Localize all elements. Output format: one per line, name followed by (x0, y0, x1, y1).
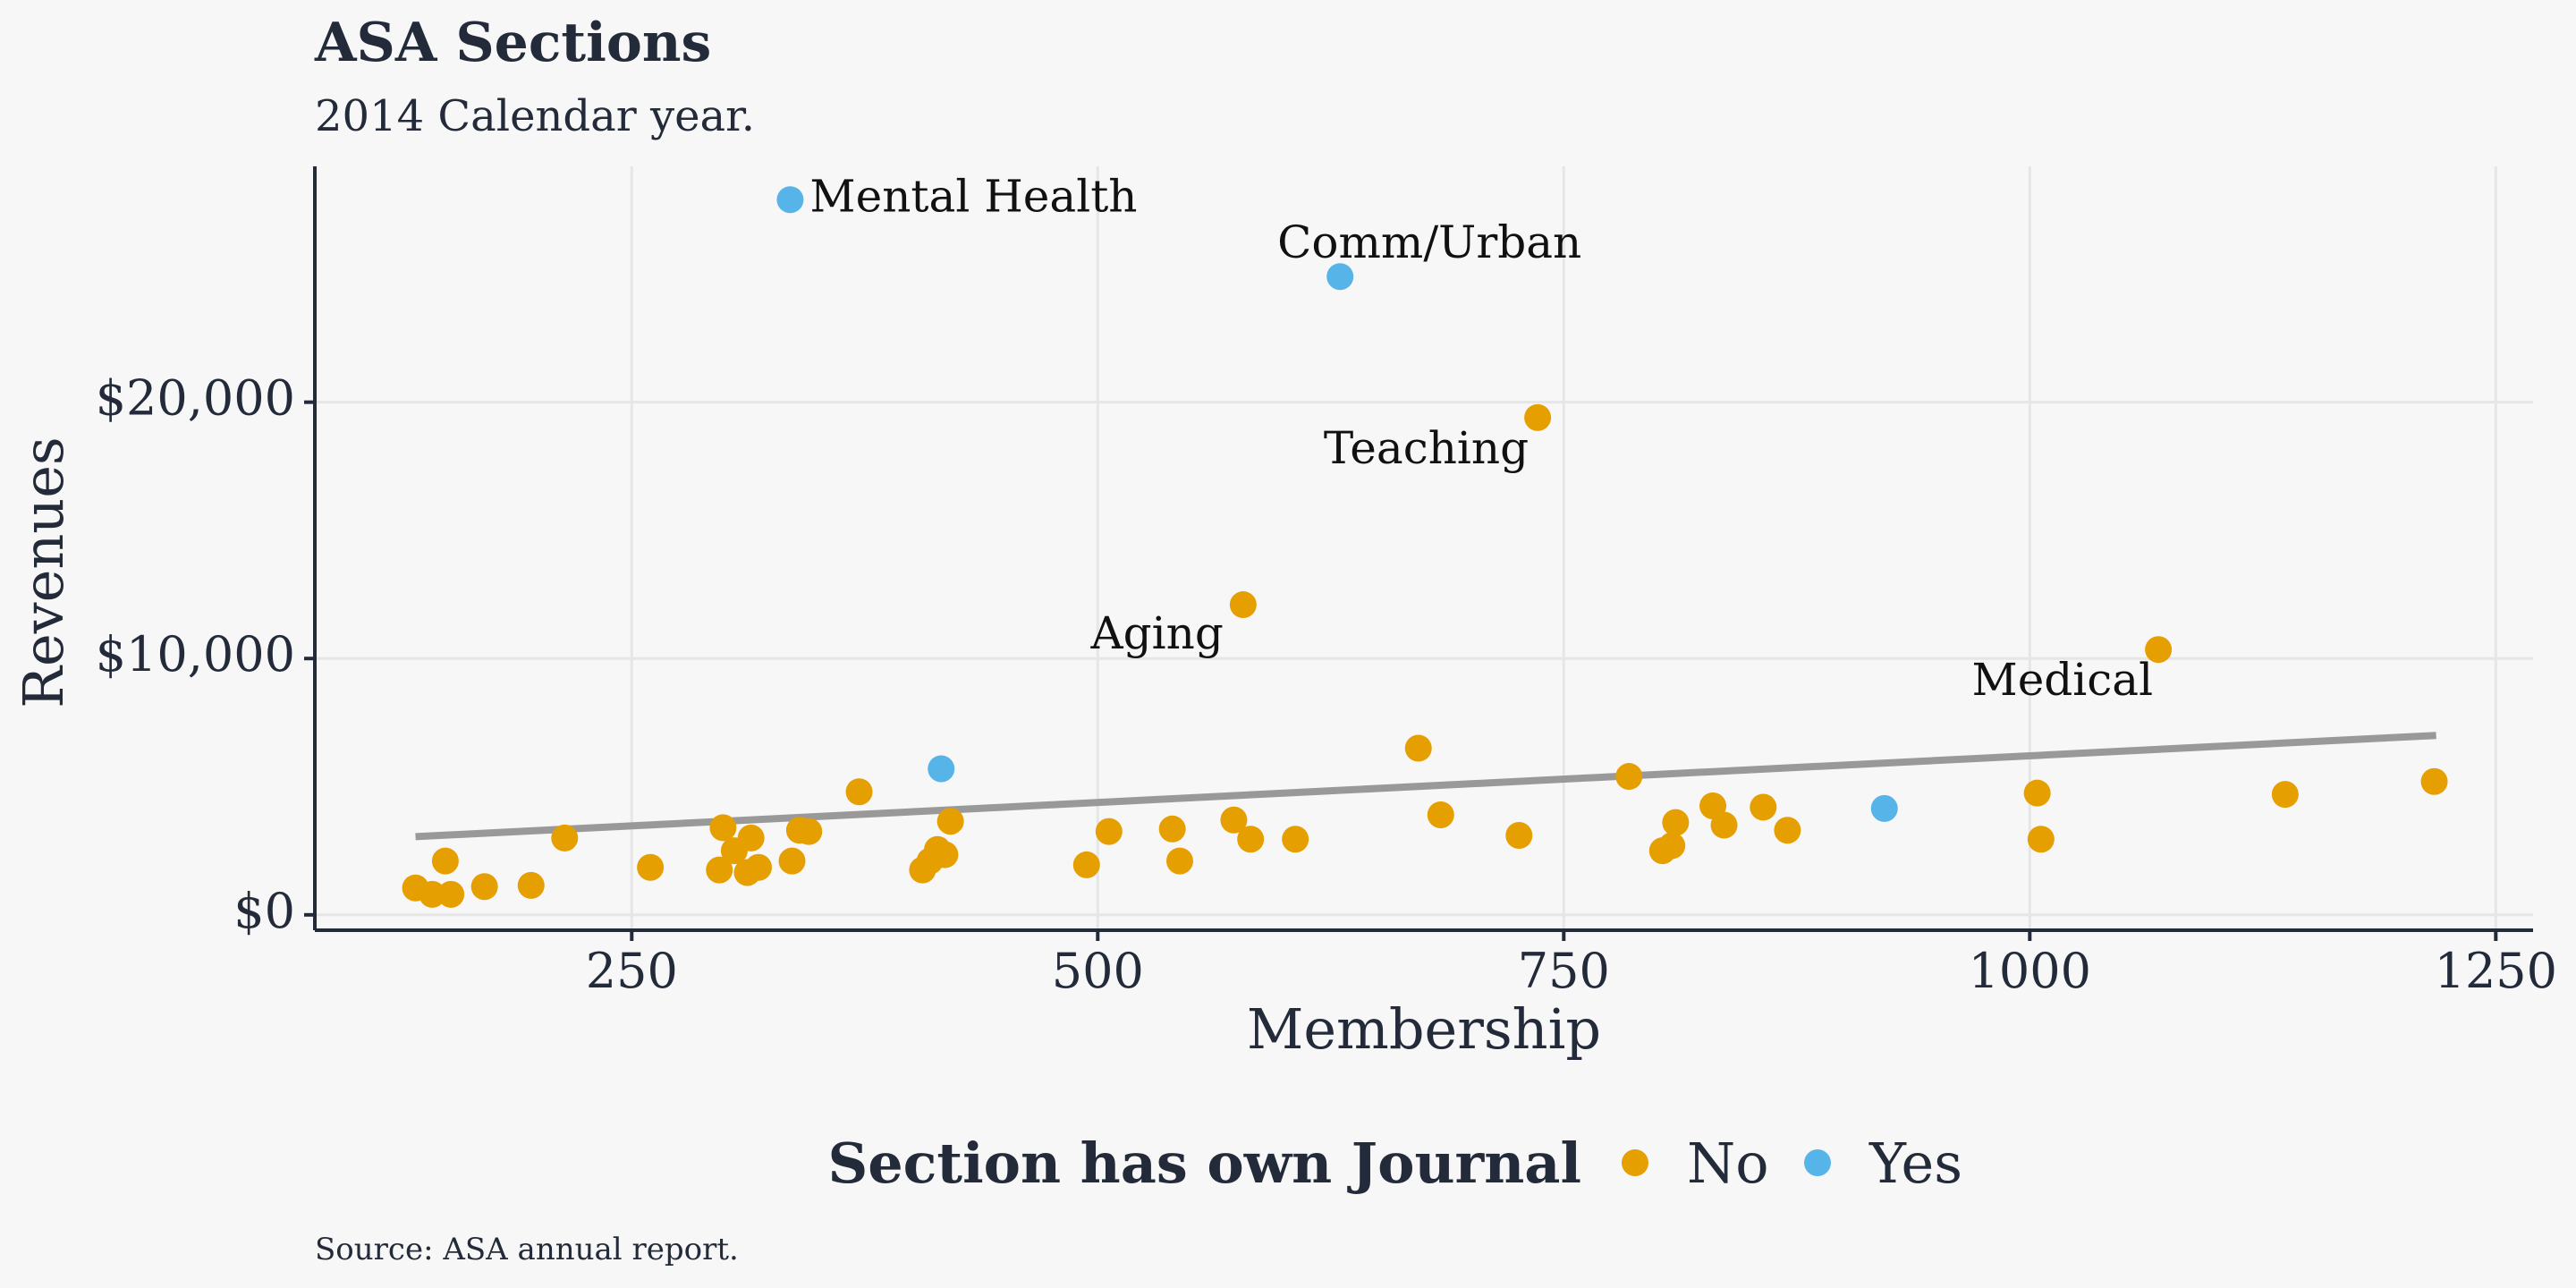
legend-title: Section has own Journal (827, 1131, 1581, 1196)
data-point-no (709, 814, 737, 842)
data-point-no (931, 841, 959, 869)
chart-subtitle: 2014 Calendar year. (315, 91, 755, 141)
data-point-no (1072, 851, 1100, 878)
data-point-no (737, 824, 765, 852)
data-point-no (2145, 636, 2173, 664)
data-point-no (1237, 826, 1265, 853)
legend-label-no: No (1687, 1131, 1769, 1196)
grid-lines (315, 166, 2533, 930)
y-tick-label: $20,000 (96, 370, 295, 427)
point-label: Comm/Urban (1277, 216, 1581, 268)
x-tick-label: 250 (586, 943, 678, 999)
data-point-no (1404, 734, 1432, 762)
data-point-no (431, 847, 459, 875)
data-point-no (1229, 591, 1257, 619)
trend-line (415, 732, 2436, 841)
data-point-yes (1870, 794, 1898, 822)
chart-title: ASA Sections (314, 12, 711, 74)
point-label: Medical (1972, 654, 2154, 706)
data-point-no (795, 818, 823, 845)
data-point-no (437, 880, 465, 908)
data-point-no (419, 880, 446, 908)
data-point-yes (928, 755, 955, 783)
data-point-no (1165, 847, 1193, 875)
y-tick-label: $10,000 (96, 626, 295, 682)
data-point-no (1710, 811, 1738, 839)
point-label: Aging (1090, 607, 1224, 659)
data-point-yes (1326, 263, 1354, 291)
data-point-no (1658, 832, 1686, 860)
data-point-no (778, 847, 806, 875)
data-point-no (1750, 793, 1777, 821)
data-point-no (470, 873, 498, 901)
legend-label-yes: Yes (1868, 1131, 1962, 1196)
chart-caption: Source: ASA annual report. (315, 1232, 739, 1267)
y-tick-label: $0 (233, 883, 295, 939)
legend: Section has own Journal No Yes (827, 1131, 1962, 1196)
data-point-no (1524, 403, 1552, 431)
trend-line-layer (415, 732, 2436, 841)
data-point-no (1427, 801, 1454, 829)
data-point-no (2420, 767, 2448, 795)
x-tick-label: 500 (1052, 943, 1144, 999)
x-tick-label: 1000 (1969, 943, 2091, 999)
legend-swatch-yes (1804, 1149, 1831, 1176)
data-point-no (551, 824, 579, 852)
data-point-no (936, 808, 964, 835)
data-point-no (745, 853, 772, 881)
data-point-no (1615, 763, 1643, 791)
data-point-no (2027, 826, 2055, 853)
legend-swatch-no (1622, 1149, 1648, 1176)
point-annotations: Mental Health Comm/Urban Teaching Aging Medi… (809, 170, 2153, 706)
x-tick-label: 750 (1518, 943, 1610, 999)
point-label: Teaching (1324, 422, 1529, 474)
data-point-no (637, 853, 665, 881)
legend-entries: No Yes (1622, 1131, 1962, 1196)
x-axis-ticks: 250 500 750 1000 1250 (586, 930, 2557, 999)
data-point-no (1220, 806, 1248, 834)
data-point-no (1774, 817, 1801, 844)
data-point-no (1662, 809, 1690, 836)
y-axis-ticks: $0 $10,000 $20,000 (96, 370, 315, 939)
data-point-no (1505, 821, 1533, 849)
data-point-no (1282, 826, 1309, 853)
data-point-no (706, 856, 733, 884)
data-point-no (517, 871, 545, 899)
data-point-yes (776, 186, 804, 214)
data-point-no (2271, 781, 2299, 809)
data-points (402, 186, 2448, 908)
x-axis-title: Membership (1247, 996, 1601, 1062)
data-point-no (845, 778, 873, 806)
data-point-no (1158, 815, 1186, 843)
x-tick-label: 1250 (2435, 943, 2557, 999)
data-point-no (2023, 779, 2051, 807)
y-axis-title: Revenues (11, 436, 76, 708)
data-point-no (1095, 818, 1123, 845)
point-label: Mental Health (809, 170, 1137, 222)
